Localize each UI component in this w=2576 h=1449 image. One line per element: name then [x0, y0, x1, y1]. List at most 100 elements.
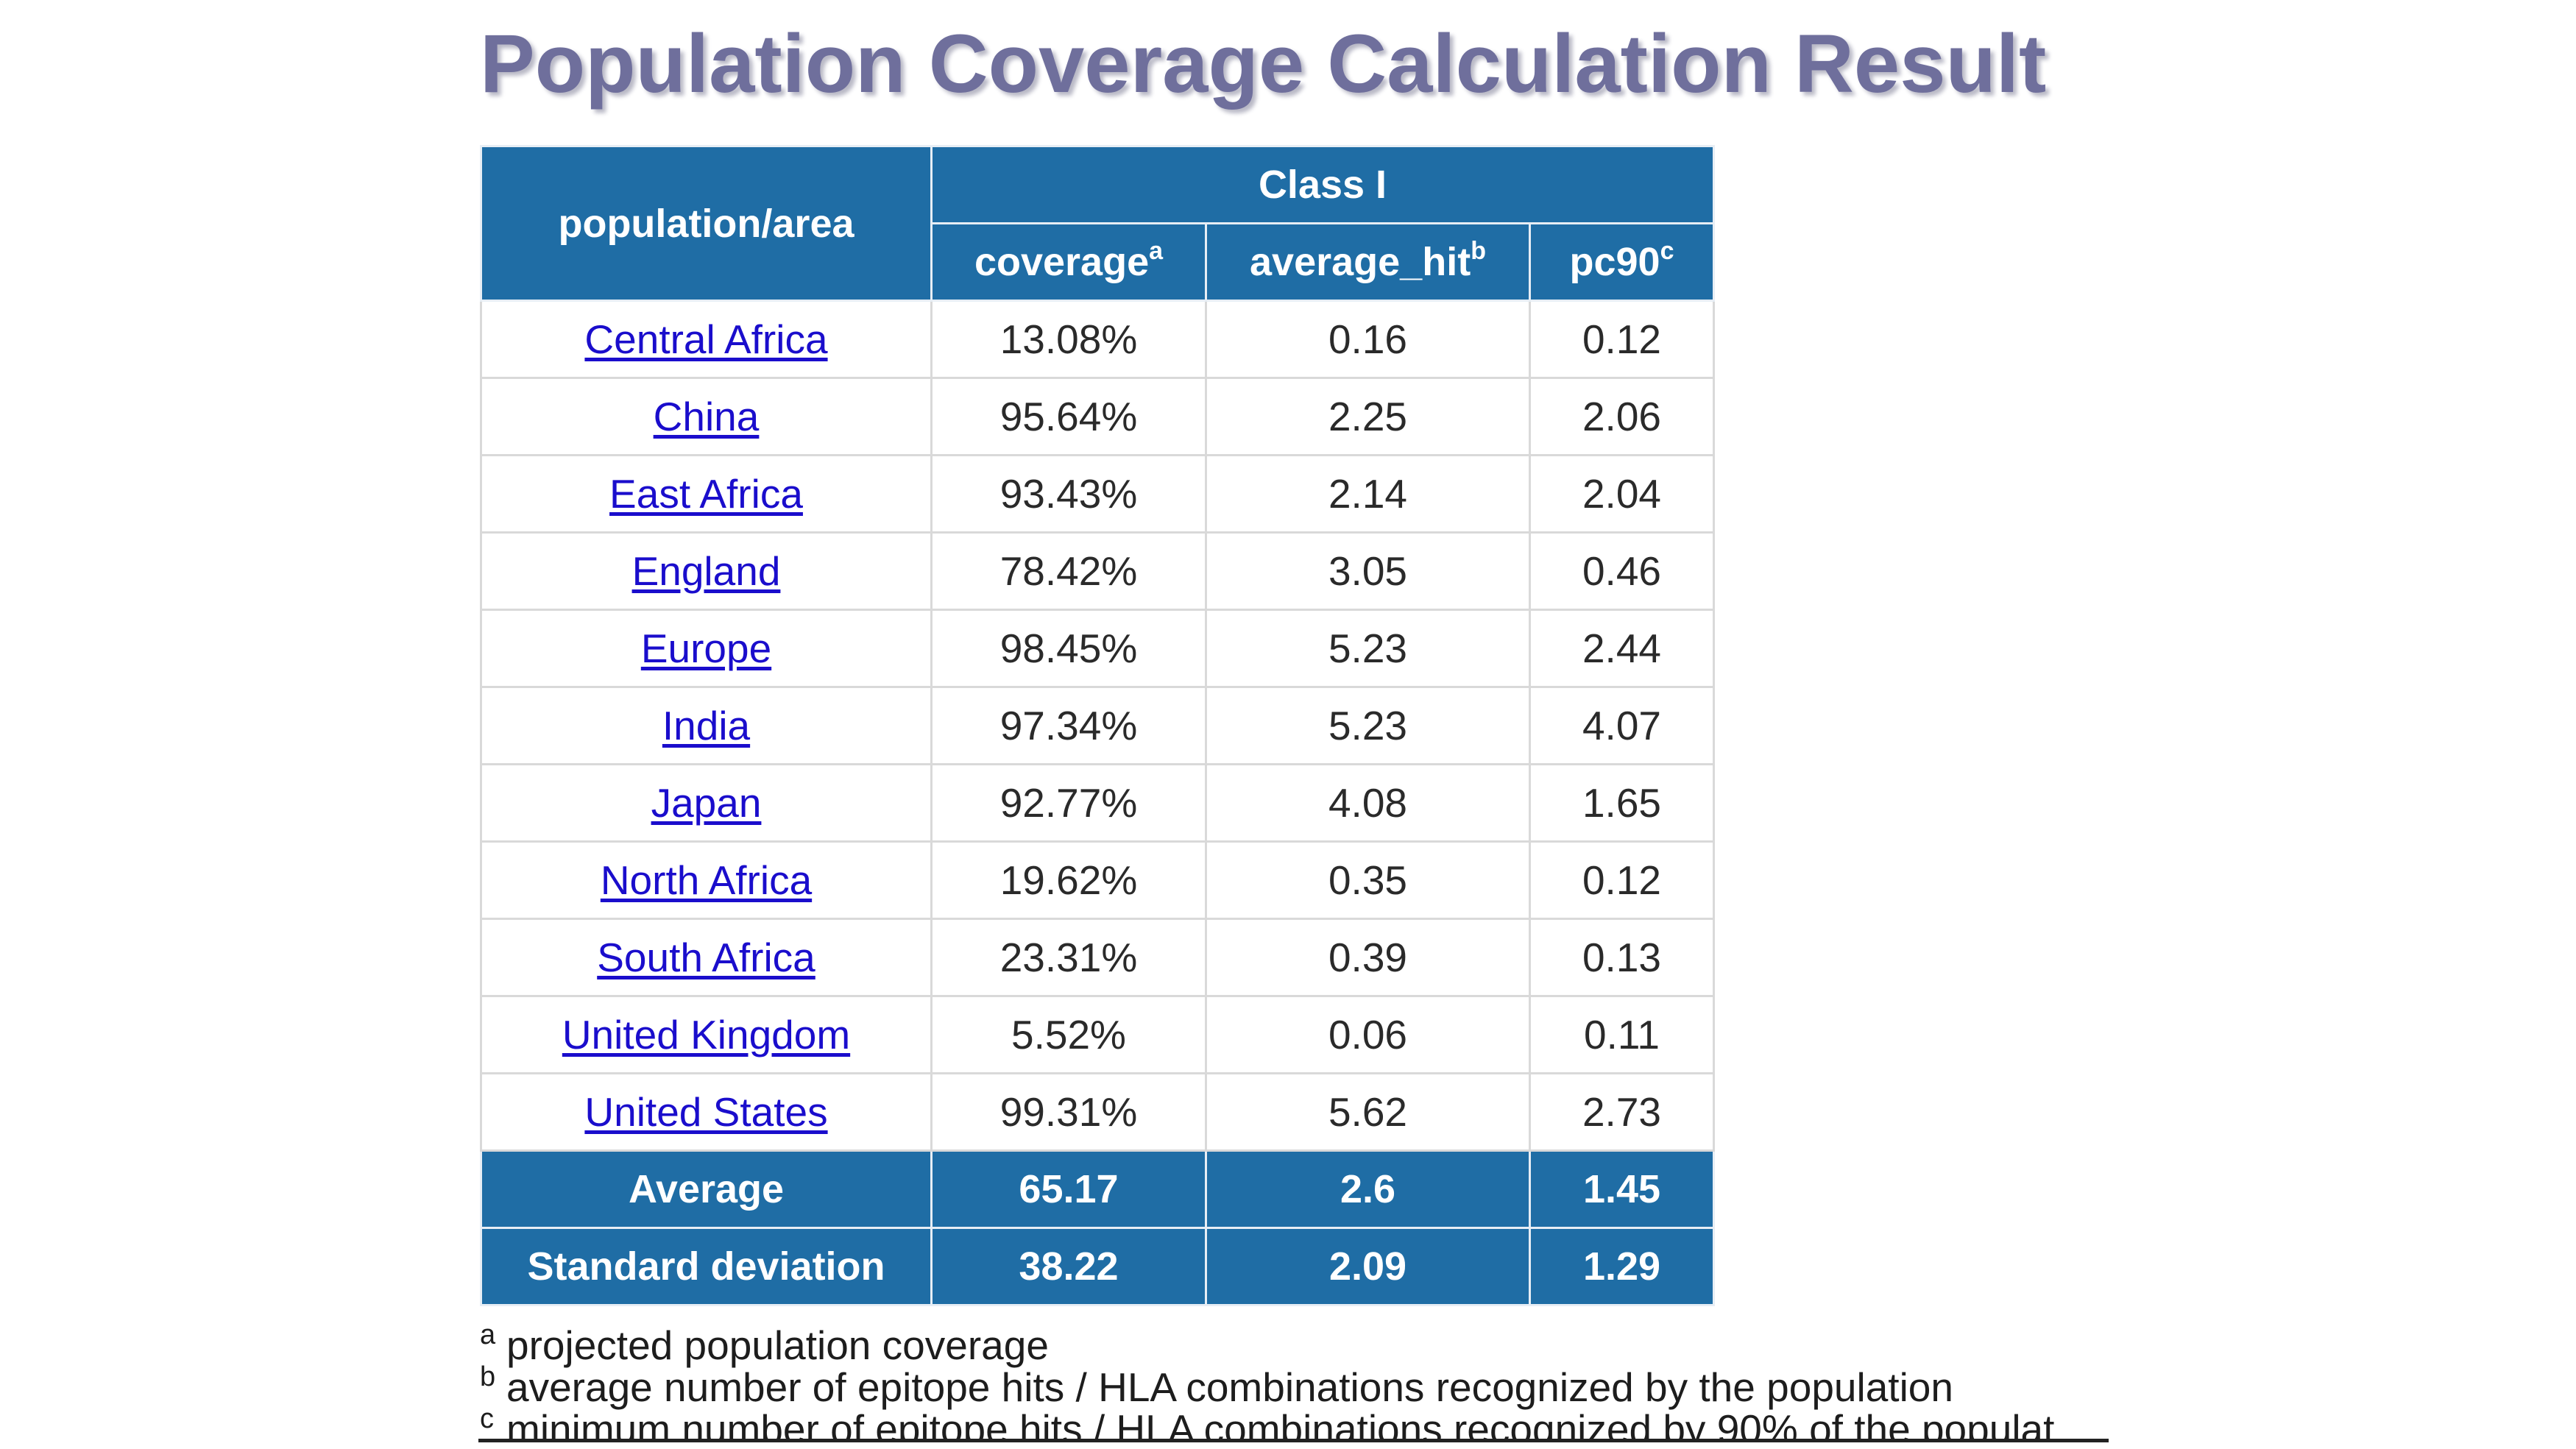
area-link[interactable]: Japan — [651, 780, 762, 826]
table-row: North Africa 19.62% 0.35 0.12 — [480, 840, 1715, 920]
footnote-text: projected population coverage — [506, 1325, 1049, 1368]
average-hit-cell: 0.06 — [1205, 995, 1531, 1074]
header-row-columns: coveragea average_hitb pc90c — [481, 222, 1715, 302]
pc90-cell: 2.06 — [1529, 377, 1715, 456]
coverage-cell: 99.31% — [930, 1072, 1207, 1152]
table-body: Central Africa 13.08% 0.16 0.12 China 95… — [480, 300, 1715, 1152]
pc90-cell: 2.04 — [1529, 454, 1715, 534]
header-class-i: Class I — [930, 145, 1715, 224]
area-cell: Japan — [480, 763, 933, 843]
footnote-mark-c: c — [1660, 237, 1674, 265]
coverage-cell: 5.52% — [930, 995, 1207, 1074]
average-hit-cell: 0.16 — [1205, 300, 1531, 379]
summary-label: Standard deviation — [480, 1227, 933, 1306]
table-row: Japan 92.77% 4.08 1.65 — [480, 763, 1715, 843]
header-pc90-label: pc90 — [1569, 240, 1660, 284]
header-coverage: coveragea — [930, 222, 1207, 302]
coverage-cell: 98.45% — [930, 609, 1207, 688]
area-cell: Europe — [480, 609, 933, 688]
area-cell: United States — [480, 1072, 933, 1152]
footnote-b: b average number of epitope hits / HLA c… — [478, 1361, 2109, 1410]
summary-row-average: Average 65.17 2.6 1.45 — [480, 1149, 1715, 1229]
summary-average-hit: 2.09 — [1205, 1227, 1531, 1306]
area-cell: India — [480, 686, 933, 765]
coverage-cell: 92.77% — [930, 763, 1207, 843]
footnote-mark-b: b — [1471, 237, 1486, 265]
table-row: South Africa 23.31% 0.39 0.13 — [480, 918, 1715, 997]
coverage-cell: 95.64% — [930, 377, 1207, 456]
area-link[interactable]: Europe — [640, 626, 772, 671]
summary-average-hit: 2.6 — [1205, 1149, 1531, 1229]
coverage-cell: 93.43% — [930, 454, 1207, 534]
pc90-cell: 1.65 — [1529, 763, 1715, 843]
pc90-cell: 2.73 — [1529, 1072, 1715, 1152]
area-link[interactable]: United Kingdom — [562, 1012, 851, 1057]
footnote-text: average number of epitope hits / HLA com… — [506, 1364, 1953, 1410]
area-link[interactable]: North Africa — [600, 857, 813, 903]
average-hit-cell: 0.39 — [1205, 918, 1531, 997]
table-row: England 78.42% 3.05 0.46 — [480, 531, 1715, 611]
average-hit-cell: 0.35 — [1205, 840, 1531, 920]
footnote-text: minimum number of epitope hits / HLA com… — [506, 1406, 2055, 1442]
area-link[interactable]: England — [631, 548, 781, 594]
footnote-a: a projected population coverage — [478, 1325, 2109, 1367]
average-hit-cell: 2.25 — [1205, 377, 1531, 456]
area-link[interactable]: China — [653, 394, 760, 439]
summary-coverage: 38.22 — [930, 1227, 1207, 1306]
average-hit-cell: 5.23 — [1205, 686, 1531, 765]
pc90-cell: 0.12 — [1529, 840, 1715, 920]
pc90-cell: 4.07 — [1529, 686, 1715, 765]
area-link[interactable]: East Africa — [609, 471, 803, 517]
table-row: India 97.34% 5.23 4.07 — [480, 686, 1715, 765]
pc90-cell: 0.11 — [1529, 995, 1715, 1074]
pc90-cell: 0.13 — [1529, 918, 1715, 997]
table-row: Central Africa 13.08% 0.16 0.12 — [480, 300, 1715, 379]
table-summary: Average 65.17 2.6 1.45 Standard deviatio… — [480, 1149, 1715, 1306]
area-cell: United Kingdom — [480, 995, 933, 1074]
average-hit-cell: 4.08 — [1205, 763, 1531, 843]
average-hit-cell: 5.23 — [1205, 609, 1531, 688]
footnotes: a projected population coverage b averag… — [478, 1325, 2109, 1442]
table-row: United States 99.31% 5.62 2.73 — [480, 1072, 1715, 1152]
coverage-cell: 97.34% — [930, 686, 1207, 765]
summary-label: Average — [480, 1149, 933, 1229]
area-link[interactable]: Central Africa — [584, 316, 828, 362]
coverage-cell: 78.42% — [930, 531, 1207, 611]
coverage-cell: 23.31% — [930, 918, 1207, 997]
header-pc90: pc90c — [1529, 222, 1715, 302]
area-link[interactable]: South Africa — [597, 935, 815, 980]
area-cell: China — [480, 377, 933, 456]
coverage-cell: 19.62% — [930, 840, 1207, 920]
average-hit-cell: 5.62 — [1205, 1072, 1531, 1152]
page-title: Population Coverage Calculation Result — [480, 18, 2047, 110]
summary-coverage: 65.17 — [930, 1149, 1207, 1229]
area-cell: North Africa — [480, 840, 933, 920]
table-row: Europe 98.45% 5.23 2.44 — [480, 609, 1715, 688]
pc90-cell: 2.44 — [1529, 609, 1715, 688]
area-cell: South Africa — [480, 918, 933, 997]
pc90-cell: 0.46 — [1529, 531, 1715, 611]
table-row: East Africa 93.43% 2.14 2.04 — [480, 454, 1715, 534]
summary-pc90: 1.29 — [1529, 1227, 1715, 1306]
footnote-mark: a — [480, 1325, 496, 1350]
coverage-cell: 13.08% — [930, 300, 1207, 379]
footnote-mark-a: a — [1149, 237, 1164, 265]
average-hit-cell: 3.05 — [1205, 531, 1531, 611]
coverage-table: population/area Class I coveragea averag… — [480, 145, 1715, 1306]
header-average-hit-label: average_hit — [1250, 240, 1471, 284]
pc90-cell: 0.12 — [1529, 300, 1715, 379]
average-hit-cell: 2.14 — [1205, 454, 1531, 534]
footnote-c: c minimum number of epitope hits / HLA c… — [478, 1403, 2109, 1442]
area-cell: Central Africa — [480, 300, 933, 379]
area-link[interactable]: United States — [584, 1089, 828, 1135]
header-row-group: population/area Class I — [480, 145, 1715, 302]
summary-row-standard-deviation: Standard deviation 38.22 2.09 1.29 — [480, 1227, 1715, 1306]
table-row: United Kingdom 5.52% 0.06 0.11 — [480, 995, 1715, 1074]
footnote-mark: c — [480, 1403, 494, 1434]
table-row: China 95.64% 2.25 2.06 — [480, 377, 1715, 456]
header-coverage-label: coverage — [974, 240, 1150, 284]
area-cell: England — [480, 531, 933, 611]
area-link[interactable]: India — [662, 703, 751, 748]
summary-pc90: 1.45 — [1529, 1149, 1715, 1229]
